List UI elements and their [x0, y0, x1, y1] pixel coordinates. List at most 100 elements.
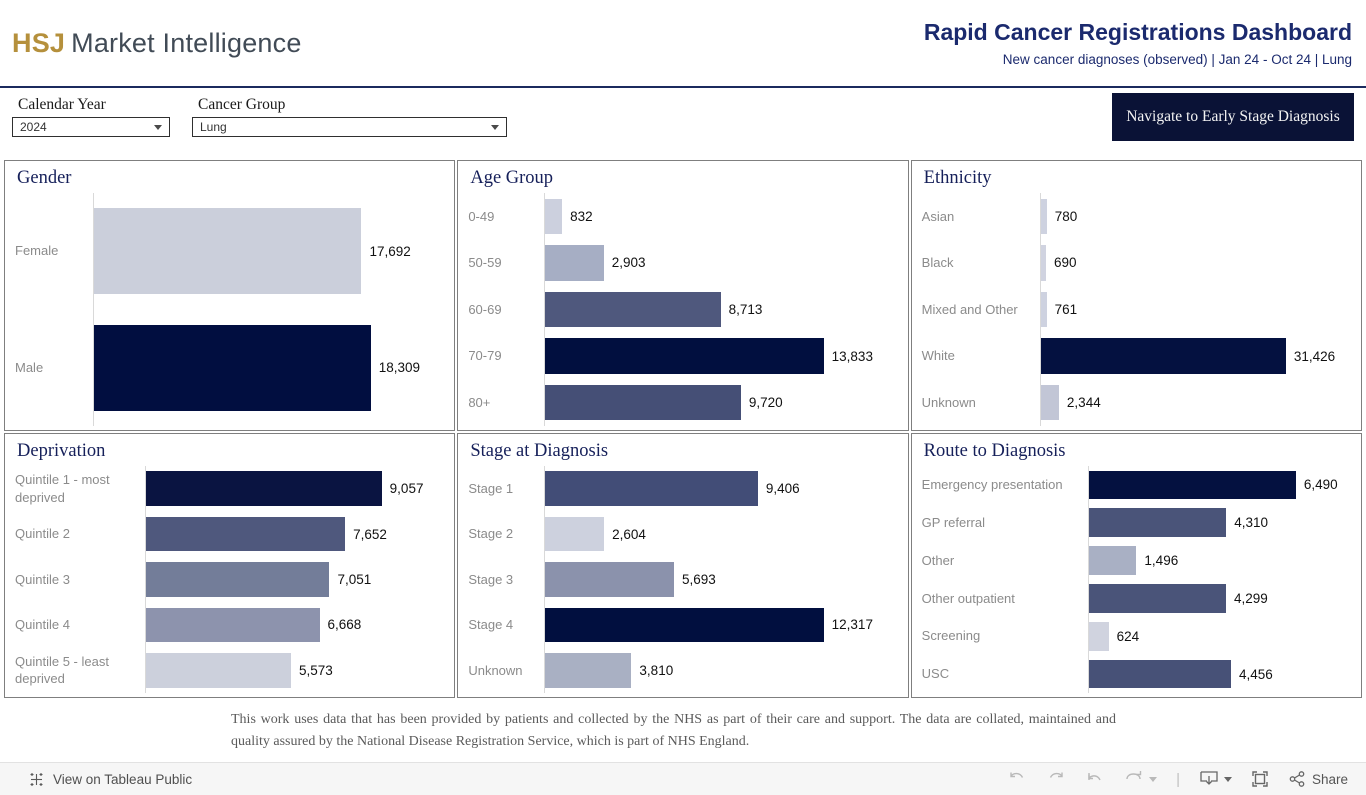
bar-mark[interactable] [545, 516, 605, 552]
chart-row: Quintile 5 - least deprived 5,573 [15, 647, 444, 694]
bar-mark[interactable] [1088, 584, 1226, 613]
download-options-caret-icon[interactable] [1223, 776, 1232, 782]
chart-row: Quintile 2 7,652 [15, 511, 444, 557]
bar-track: 690 [1039, 239, 1351, 287]
category-label: Quintile 4 [15, 617, 70, 633]
panel-title-route-to-diagnosis: Route to Diagnosis [923, 441, 1066, 461]
panel-title-stage-at-diagnosis: Stage at Diagnosis [470, 441, 609, 461]
category-label: Unknown [921, 394, 976, 410]
bar-mark[interactable] [1040, 338, 1286, 374]
cancer-group-filter: Cancer Group Lung [192, 96, 507, 137]
refresh-icon[interactable] [1124, 771, 1158, 787]
bar-mark[interactable] [545, 198, 563, 234]
value-label: 832 [570, 208, 593, 224]
chart-row: Quintile 1 - most deprived 9,057 [15, 466, 444, 512]
download-icon[interactable] [1199, 770, 1232, 788]
calendar-year-dropdown[interactable]: 2024 [12, 117, 170, 137]
bar-track: 31,426 [1039, 332, 1351, 380]
bar-mark[interactable] [94, 324, 371, 411]
category-label: 50-59 [468, 255, 502, 271]
view-on-tableau-public-link[interactable]: View on Tableau Public [28, 771, 192, 788]
category-label: Black [921, 255, 954, 271]
chart-row: Unknown 2,344 [922, 379, 1351, 426]
category-label: Stage 1 [468, 480, 514, 496]
refresh-options-caret-icon[interactable] [1149, 776, 1158, 782]
bar-mark[interactable] [545, 653, 632, 688]
chart-row: Unknown 3,810 [468, 647, 897, 694]
gender-chart: Female 17,692 Male 18,309 [15, 193, 444, 426]
bar-mark[interactable] [545, 384, 741, 421]
calendar-year-label: Calendar Year [18, 96, 106, 113]
value-label: 9,406 [765, 481, 800, 497]
bar-track: 6,668 [145, 602, 444, 648]
category-label: Male [15, 359, 44, 375]
value-label: 9,720 [748, 395, 783, 411]
value-label: 6,668 [327, 617, 362, 633]
chart-row: 60-69 8,713 [468, 286, 897, 333]
bar-mark[interactable] [1040, 245, 1047, 281]
undo-icon[interactable] [1007, 771, 1027, 787]
value-label: 3,810 [639, 662, 674, 678]
bar-mark[interactable] [146, 471, 382, 506]
bar-mark[interactable] [1040, 291, 1047, 328]
category-label: Stage 2 [468, 526, 514, 542]
bar-track: 2,903 [544, 239, 897, 287]
panel-title-ethnicity: Ethnicity [923, 168, 992, 188]
bar-mark[interactable] [146, 516, 346, 552]
bar-mark[interactable] [146, 607, 320, 643]
value-label: 7,652 [353, 526, 387, 542]
tableau-toolbar: View on Tableau Public | [0, 762, 1366, 795]
bar-mark[interactable] [545, 338, 824, 374]
chart-row: 70-79 13,833 [468, 332, 897, 380]
chart-row: Stage 3 5,693 [468, 556, 897, 603]
chart-row: White 31,426 [922, 332, 1351, 380]
bar-mark[interactable] [1088, 508, 1227, 538]
bar-track: 4,310 [1087, 503, 1351, 542]
value-label: 2,903 [611, 255, 646, 271]
bar-mark[interactable] [545, 562, 674, 597]
share-button[interactable]: Share [1288, 770, 1348, 788]
tableau-logo-icon [28, 771, 45, 788]
bar-mark[interactable] [545, 291, 721, 328]
bar-mark[interactable] [94, 208, 362, 295]
redo-icon[interactable] [1046, 771, 1066, 787]
category-label: Quintile 1 - most deprived [15, 472, 110, 505]
chart-row: Black 690 [921, 239, 1351, 287]
bar-mark[interactable] [1040, 384, 1059, 421]
navigate-early-stage-button[interactable]: Navigate to Early Stage Diagnosis [1112, 93, 1354, 141]
bar-mark[interactable] [545, 471, 758, 506]
bar-mark[interactable] [1088, 659, 1231, 689]
bar-track: 5,573 [145, 647, 444, 694]
bar-mark[interactable] [1088, 621, 1109, 651]
calendar-year-filter: Calendar Year 2024 [12, 96, 170, 137]
bar-track: 7,652 [145, 511, 444, 557]
bar-track: 9,720 [544, 379, 897, 426]
bar-track: 780 [1039, 193, 1351, 240]
bar-track: 832 [544, 193, 897, 240]
category-label: USC [921, 666, 950, 682]
category-label: Quintile 2 [15, 526, 70, 542]
value-label: 6,490 [1303, 477, 1338, 493]
panel-stage-at-diagnosis: Stage at Diagnosis Stage 1 9,406 Stage 2 2,… [457, 433, 909, 698]
value-label: 5,573 [299, 662, 333, 678]
bar-mark[interactable] [545, 607, 824, 643]
revert-icon[interactable] [1085, 771, 1105, 787]
bar-mark[interactable] [1040, 198, 1047, 234]
value-label: 7,051 [337, 572, 372, 588]
bar-mark[interactable] [146, 653, 292, 688]
cancer-group-label: Cancer Group [198, 96, 286, 113]
bar-mark[interactable] [1088, 546, 1137, 575]
chart-row: Emergency presentation 6,490 [922, 466, 1351, 504]
value-label: 5,693 [681, 572, 716, 588]
chart-row: Quintile 3 7,051 [15, 556, 444, 603]
category-label: Emergency presentation [921, 477, 1063, 493]
bar-mark[interactable] [545, 245, 604, 281]
deprivation-chart: Quintile 1 - most deprived 9,057 Quintile … [15, 466, 444, 694]
category-label: Quintile 3 [15, 571, 70, 587]
fullscreen-icon[interactable] [1251, 770, 1269, 788]
chart-row: Quintile 4 6,668 [15, 602, 444, 648]
cancer-group-dropdown[interactable]: Lung [192, 117, 507, 137]
bar-mark[interactable] [1088, 470, 1296, 500]
category-label: Other outpatient [921, 590, 1015, 606]
bar-mark[interactable] [146, 562, 330, 597]
